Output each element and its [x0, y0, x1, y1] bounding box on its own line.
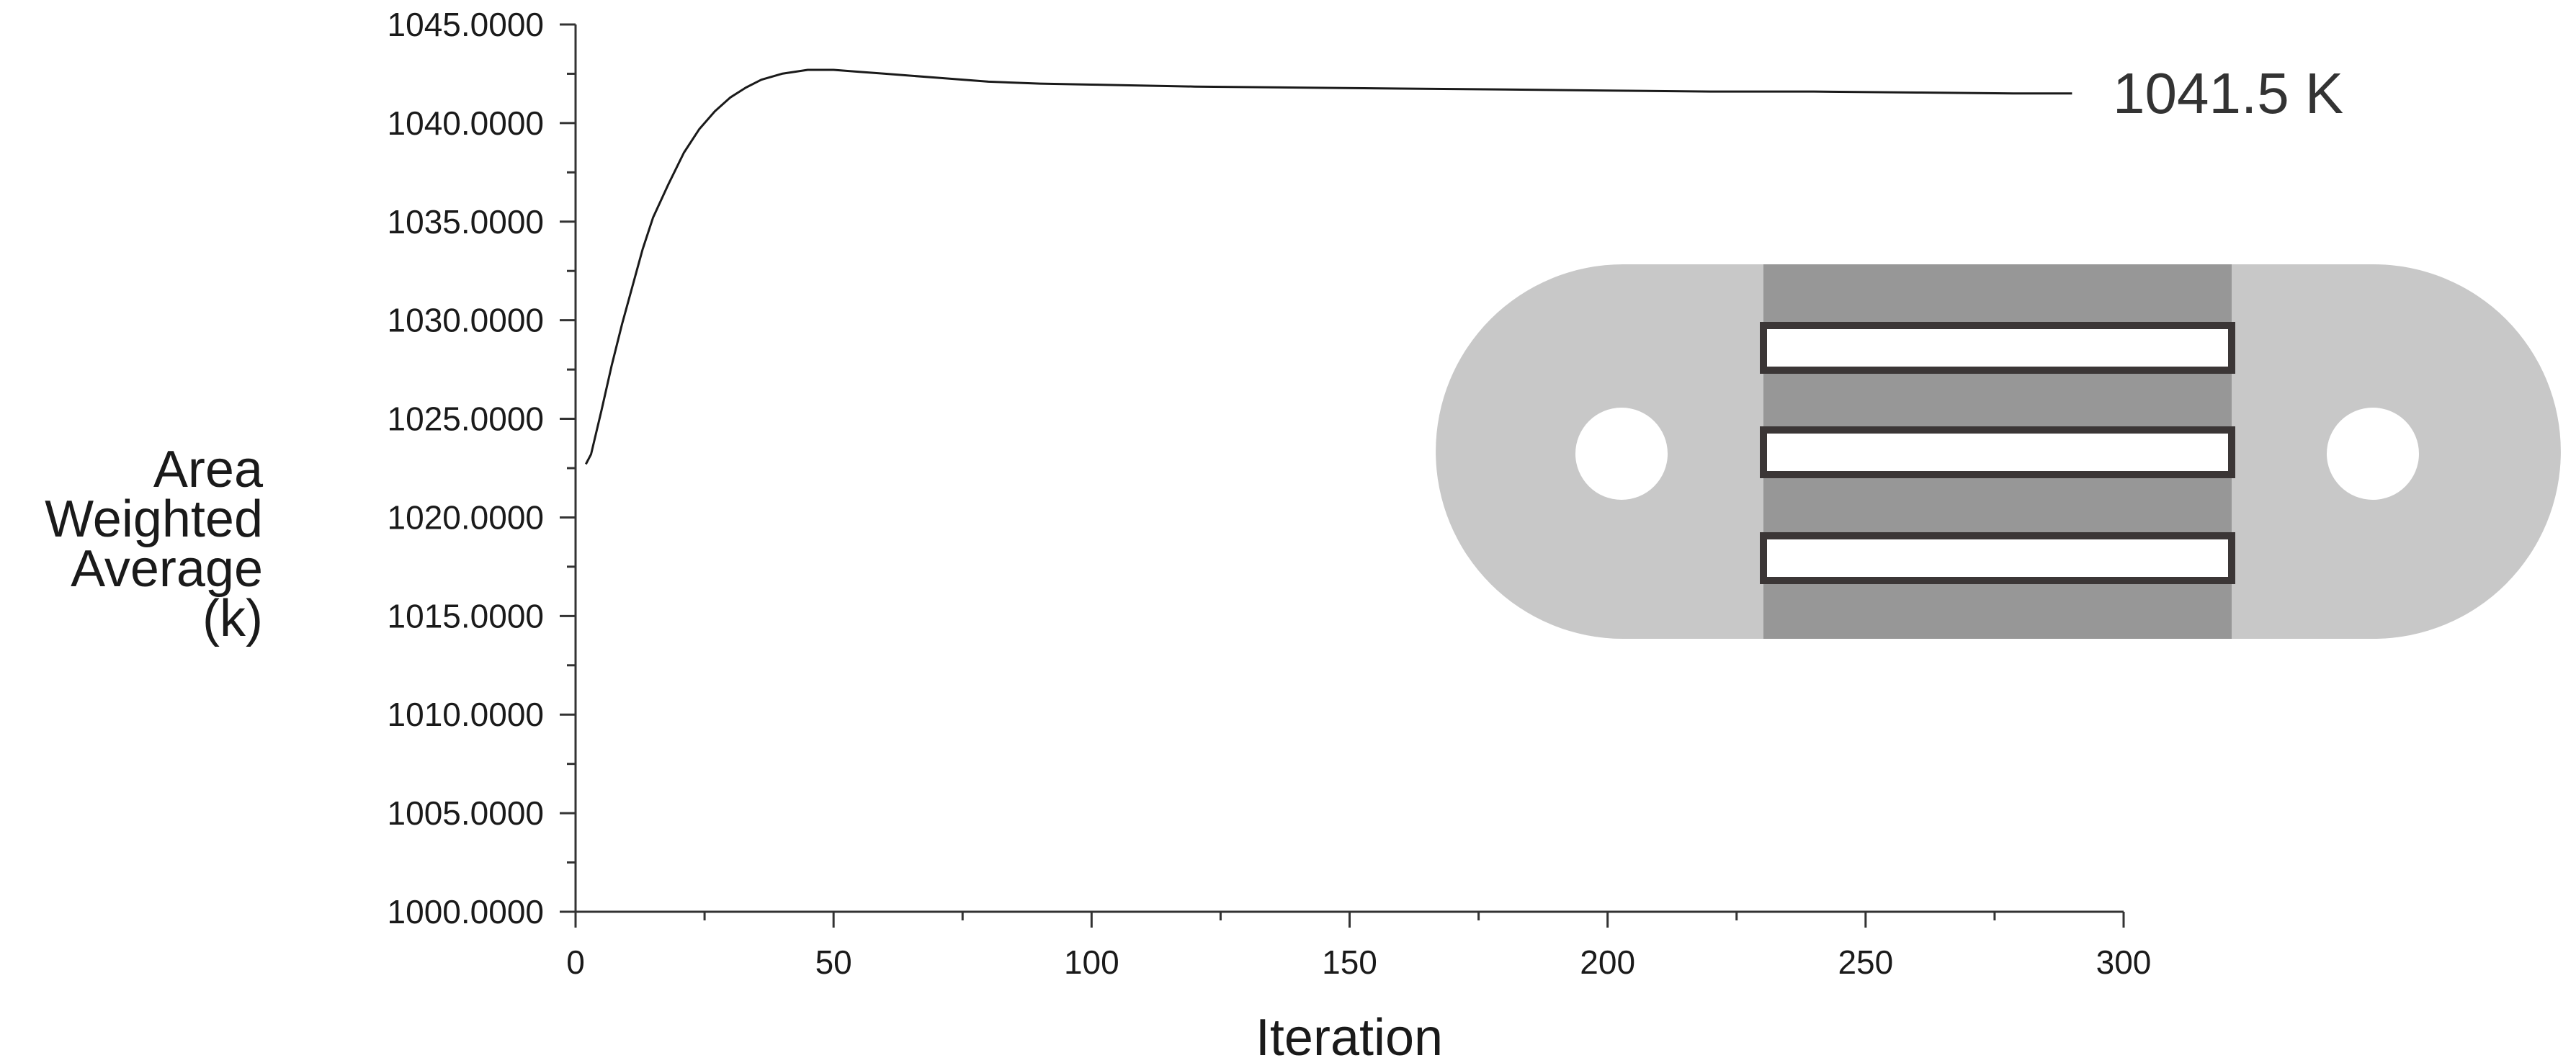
y-tick-label: 1010.0000 [388, 696, 544, 733]
inset-right-hole [2327, 408, 2419, 500]
y-axis-title-line: Weighted [45, 490, 263, 548]
y-tick-label: 1000.0000 [388, 893, 544, 930]
y-axis-title-line: Area [153, 441, 264, 498]
x-tick-label: 300 [2096, 943, 2152, 981]
inset-slot-middle [1760, 426, 2235, 478]
y-tick-label: 1015.0000 [388, 597, 544, 634]
x-axis-title: Iteration [1256, 1009, 1443, 1063]
inset-slot-top [1760, 322, 2235, 374]
y-tick-label: 1005.0000 [388, 794, 544, 832]
x-tick-label: 50 [815, 943, 852, 981]
y-axis-title-line: Average [71, 540, 263, 598]
y-tick-label: 1040.0000 [388, 104, 544, 142]
series-line [584, 68, 2072, 465]
x-tick-label: 250 [1838, 943, 1893, 981]
inset-left-hole [1575, 408, 1668, 500]
y-tick-label: 1035.0000 [388, 203, 544, 241]
x-tick-label: 100 [1064, 943, 1119, 981]
inset-slot-bottom [1760, 532, 2235, 584]
axes: 1000.0000 1005.0000 1010.0000 1015.0000 1020… [388, 6, 2152, 981]
y-tick-label: 1045.0000 [388, 6, 544, 43]
y-axis-title-line: (k) [202, 590, 263, 647]
end-value-annotation: 1041.5 K [2113, 61, 2343, 125]
y-tick-label: 1030.0000 [388, 302, 544, 339]
y-tick-label: 1025.0000 [388, 400, 544, 438]
y-tick-label: 1020.0000 [388, 498, 544, 536]
geometry-inset [1436, 264, 2561, 639]
x-tick-label: 200 [1580, 943, 1635, 981]
x-tick-label: 150 [1322, 943, 1377, 981]
x-tick-label: 0 [566, 943, 585, 981]
series-layer [584, 68, 2072, 465]
